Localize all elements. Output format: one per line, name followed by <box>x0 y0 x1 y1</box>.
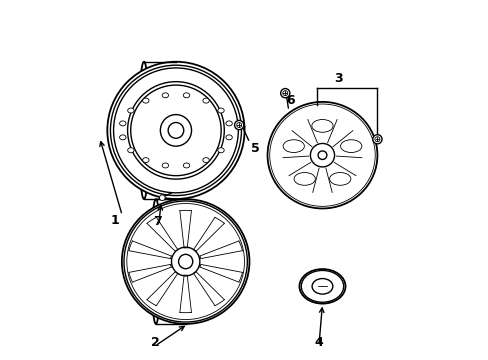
Text: 6: 6 <box>285 94 294 107</box>
Ellipse shape <box>267 102 377 208</box>
Ellipse shape <box>340 140 361 153</box>
Text: 7: 7 <box>153 215 162 228</box>
Ellipse shape <box>130 85 221 176</box>
Ellipse shape <box>151 199 161 324</box>
Ellipse shape <box>162 93 168 98</box>
Ellipse shape <box>203 158 209 163</box>
Ellipse shape <box>171 247 200 276</box>
Ellipse shape <box>113 68 238 193</box>
Ellipse shape <box>217 148 224 153</box>
Ellipse shape <box>122 199 249 324</box>
Ellipse shape <box>127 108 134 113</box>
Ellipse shape <box>127 82 224 179</box>
Text: 1: 1 <box>110 214 119 227</box>
Text: 2: 2 <box>150 336 159 349</box>
Ellipse shape <box>299 269 345 303</box>
Ellipse shape <box>127 148 134 153</box>
Ellipse shape <box>120 121 126 126</box>
Circle shape <box>374 137 379 142</box>
Ellipse shape <box>107 62 244 199</box>
Ellipse shape <box>120 135 126 140</box>
Ellipse shape <box>225 135 232 140</box>
Ellipse shape <box>310 144 334 167</box>
Ellipse shape <box>203 98 209 103</box>
Ellipse shape <box>269 104 374 206</box>
Circle shape <box>236 123 241 127</box>
Ellipse shape <box>142 158 149 163</box>
Circle shape <box>282 91 287 96</box>
Ellipse shape <box>126 203 244 320</box>
Text: 4: 4 <box>314 336 323 349</box>
Text: 3: 3 <box>333 72 342 85</box>
Ellipse shape <box>283 140 304 153</box>
Text: 5: 5 <box>250 141 259 154</box>
Circle shape <box>234 121 244 130</box>
Ellipse shape <box>153 207 159 316</box>
Ellipse shape <box>311 120 332 132</box>
Ellipse shape <box>160 114 191 146</box>
Ellipse shape <box>311 279 332 294</box>
Ellipse shape <box>217 108 224 113</box>
Ellipse shape <box>183 163 189 168</box>
Ellipse shape <box>162 163 168 168</box>
Circle shape <box>159 195 165 201</box>
Ellipse shape <box>293 172 315 185</box>
Circle shape <box>372 135 381 144</box>
Ellipse shape <box>301 270 343 302</box>
Ellipse shape <box>317 151 326 159</box>
Ellipse shape <box>124 201 247 322</box>
Ellipse shape <box>183 93 189 98</box>
Ellipse shape <box>138 62 149 199</box>
Ellipse shape <box>329 172 350 185</box>
Ellipse shape <box>225 121 232 126</box>
Ellipse shape <box>110 65 241 195</box>
Ellipse shape <box>142 98 149 103</box>
Circle shape <box>280 89 289 98</box>
Ellipse shape <box>178 255 192 269</box>
Ellipse shape <box>168 122 183 138</box>
